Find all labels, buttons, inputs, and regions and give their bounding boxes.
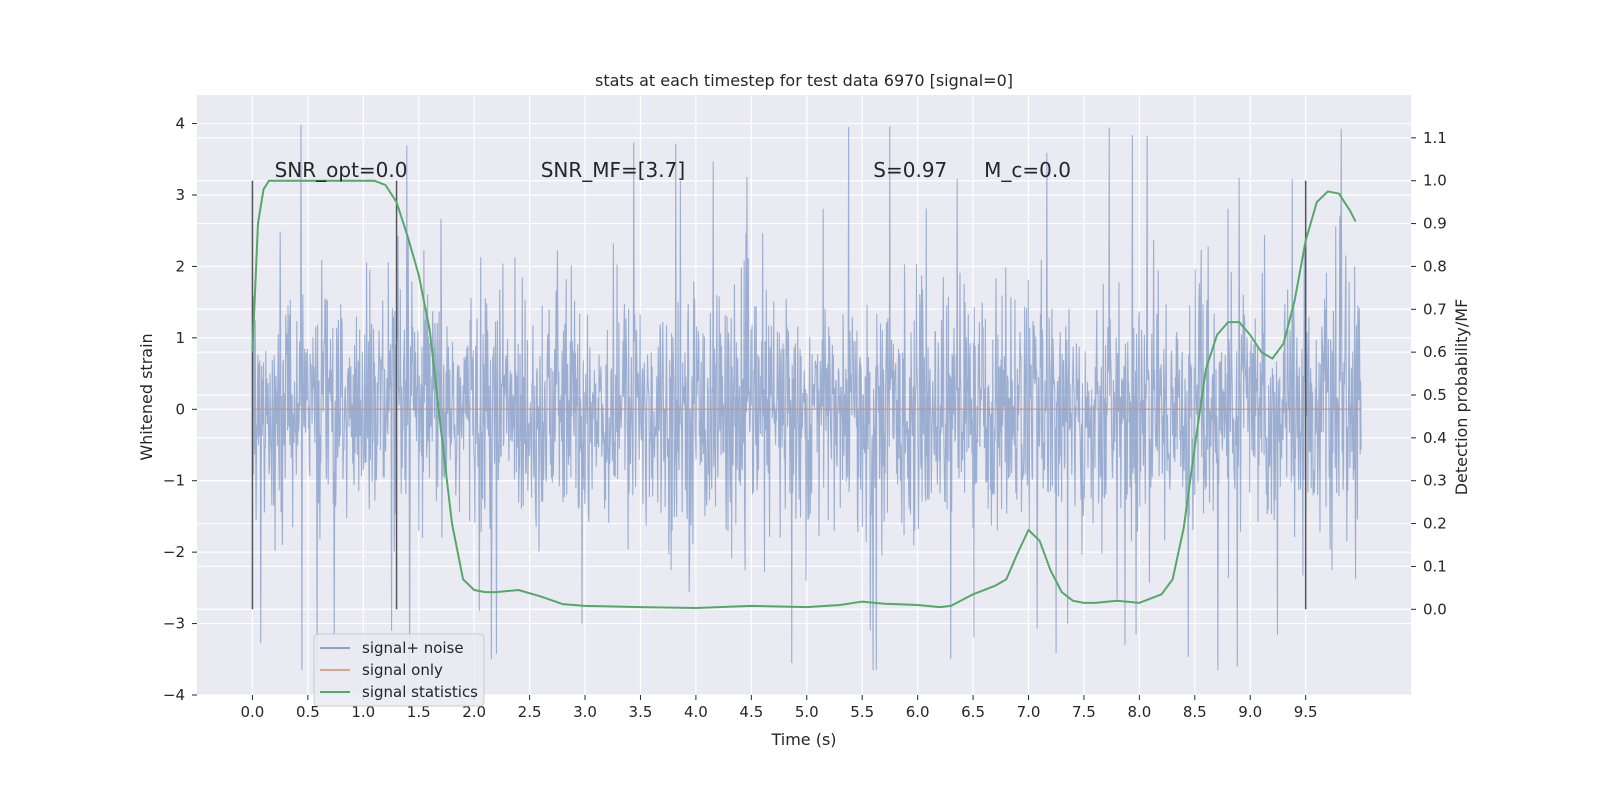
left-tick-label: −3 (163, 615, 185, 633)
x-tick-label: 7.5 (1072, 703, 1096, 721)
annotation: SNR_opt=0.0 (275, 158, 408, 182)
legend-label-noise: signal+ noise (362, 639, 464, 657)
left-tick-label: 0 (175, 400, 185, 418)
legend-label-stats: signal statistics (362, 683, 478, 701)
series-signal-noise (251, 124, 1362, 671)
right-tick-label: 0.0 (1423, 600, 1447, 618)
right-tick-label: 0.6 (1423, 343, 1447, 361)
left-axis-label: Whitened strain (137, 333, 156, 460)
right-tick-label: 0.9 (1423, 215, 1447, 233)
right-tick-label: 0.1 (1423, 557, 1447, 575)
annotations: SNR_opt=0.0 SNR_MF=[3.7] S=0.97 M_c=0.0 (275, 158, 1071, 182)
x-tick-label: 9.5 (1294, 703, 1318, 721)
series-signal-statistics (251, 179, 1357, 609)
right-tick-label: 1.1 (1423, 129, 1447, 147)
x-tick-label: 3.0 (573, 703, 597, 721)
x-tick-label: 9.0 (1238, 703, 1262, 721)
noise-line (251, 124, 1362, 671)
right-axis-label: Detection probability/MF (1452, 299, 1471, 496)
left-tick-label: 2 (175, 257, 185, 275)
right-tick-label: 1.0 (1423, 172, 1447, 190)
x-tick-label: 7.0 (1017, 703, 1041, 721)
left-tick-label: −4 (163, 686, 185, 704)
left-tick-label: −2 (163, 543, 185, 561)
x-tick-label: 4.5 (739, 703, 763, 721)
right-tick-label: 0.4 (1423, 429, 1447, 447)
right-tick-label: 0.8 (1423, 257, 1447, 275)
x-tick-label: 2.5 (518, 703, 542, 721)
left-tick-label: 1 (175, 329, 185, 347)
x-tick-label: 0.5 (296, 703, 320, 721)
right-tick-label: 0.2 (1423, 515, 1447, 533)
vertical-markers (251, 180, 1307, 610)
left-tick-label: 3 (175, 186, 185, 204)
annotation: S=0.97 (873, 158, 947, 182)
left-tick-label: −1 (163, 472, 185, 490)
x-axis-label: Time (s) (770, 730, 836, 749)
annotation: M_c=0.0 (984, 158, 1071, 182)
x-tick-label: 8.0 (1127, 703, 1151, 721)
x-tick-label: 8.5 (1183, 703, 1207, 721)
left-tick-label: 4 (175, 115, 185, 133)
legend-box (313, 633, 485, 707)
left-axis-ticks: 4 3 2 1 0 −1 −2 −3 −4 (163, 115, 197, 704)
x-tick-label: 0.0 (241, 703, 265, 721)
right-axis-ticks: 1.1 1.0 0.9 0.8 0.7 0.6 0.5 0.4 0.3 0.2 0.1 0.0 (1411, 129, 1447, 618)
legend-label-signal: signal only (362, 661, 443, 679)
legend: signal+ noise signal only signal statist… (313, 633, 485, 707)
x-tick-label: 4.0 (684, 703, 708, 721)
x-tick-label: 2.0 (462, 703, 486, 721)
annotation: SNR_MF=[3.7] (541, 158, 685, 182)
right-tick-label: 0.5 (1423, 386, 1447, 404)
stats-line (251, 179, 1357, 609)
x-tick-label: 6.0 (906, 703, 930, 721)
right-tick-label: 0.7 (1423, 300, 1447, 318)
x-tick-label: 1.5 (407, 703, 431, 721)
x-axis-ticks: 0.0 0.5 1.0 1.5 2.0 2.5 3.0 3.5 4.0 4.5 5.0 5.5 6.0 6… (241, 695, 1318, 721)
x-tick-label: 5.0 (795, 703, 819, 721)
x-tick-label: 3.5 (629, 703, 653, 721)
x-tick-label: 1.0 (351, 703, 375, 721)
x-tick-label: 6.5 (961, 703, 985, 721)
right-tick-label: 0.3 (1423, 472, 1447, 490)
chart-title: stats at each timestep for test data 697… (595, 71, 1013, 90)
x-tick-label: 5.5 (850, 703, 874, 721)
